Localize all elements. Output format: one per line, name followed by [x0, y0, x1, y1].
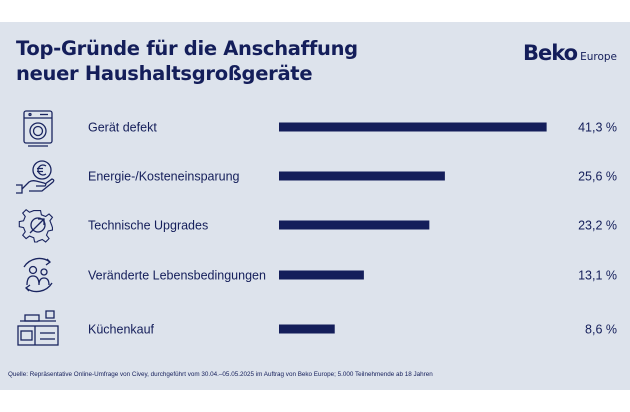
category-label: Gerät defekt — [88, 121, 157, 135]
chart-title: Top-Gründe für die Anschaffung neuer Hau… — [16, 36, 358, 86]
infographic-panel: Top-Gründe für die Anschaffung neuer Hau… — [0, 22, 630, 390]
bar — [279, 122, 547, 132]
logo-wordmark: Beko — [523, 41, 578, 65]
value-label: 23,2 % — [578, 219, 617, 233]
category-label: Technische Upgrades — [88, 219, 208, 233]
people-cycle-icon — [23, 257, 53, 293]
euro-coin-hand-icon — [16, 160, 55, 194]
logo-suffix: Europe — [580, 51, 618, 63]
category-label: Energie-/Kosteneinsparung — [88, 170, 240, 184]
value-label: 8,6 % — [585, 323, 617, 337]
category-label: Küchenkauf — [88, 323, 155, 337]
value-label: 13,1 % — [578, 269, 617, 283]
gear-upgrade-icon — [18, 208, 54, 243]
title-line-1: Top-Gründe für die Anschaffung — [16, 37, 358, 60]
category-label: Veränderte Lebensbedingungen — [88, 269, 266, 283]
bar — [279, 270, 364, 280]
bar-chart: Gerät defekt 41,3 % Energie-/Kosteneinspar… — [16, 110, 617, 346]
beko-europe-logo: Beko Europe — [523, 41, 617, 65]
value-label: 25,6 % — [578, 170, 617, 184]
washing-machine-icon — [23, 110, 53, 147]
value-label: 41,3 % — [578, 121, 617, 135]
bar — [279, 324, 335, 334]
kitchen-icon — [17, 310, 59, 346]
bar — [279, 171, 445, 181]
source-note: Quelle: Repräsentative Online-Umfrage vo… — [8, 371, 433, 378]
title-line-2: neuer Haushaltsgroßgeräte — [16, 62, 313, 85]
bar — [279, 220, 430, 230]
